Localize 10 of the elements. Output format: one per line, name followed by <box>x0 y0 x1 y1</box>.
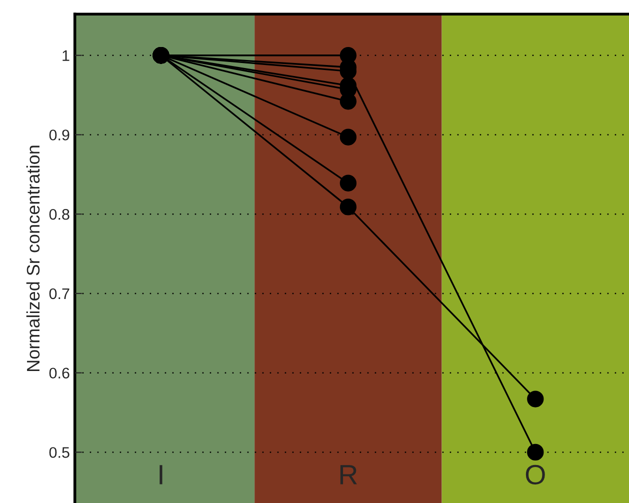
y-tick-label: 0.9 <box>49 130 70 140</box>
y-tick-label: 0.8 <box>49 208 70 220</box>
y-tick-label: 1 <box>62 50 70 61</box>
y-tick-label: 0.6 <box>49 368 70 379</box>
x-tick-label: O <box>526 464 545 485</box>
x-tick-label: I <box>160 465 162 484</box>
y-axis-title: Normalized Sr concentration <box>26 146 40 371</box>
y-tick-label: 0.7 <box>49 288 70 300</box>
x-tick-label: R <box>340 465 357 484</box>
y-tick-label: 0.5 <box>49 447 70 458</box>
